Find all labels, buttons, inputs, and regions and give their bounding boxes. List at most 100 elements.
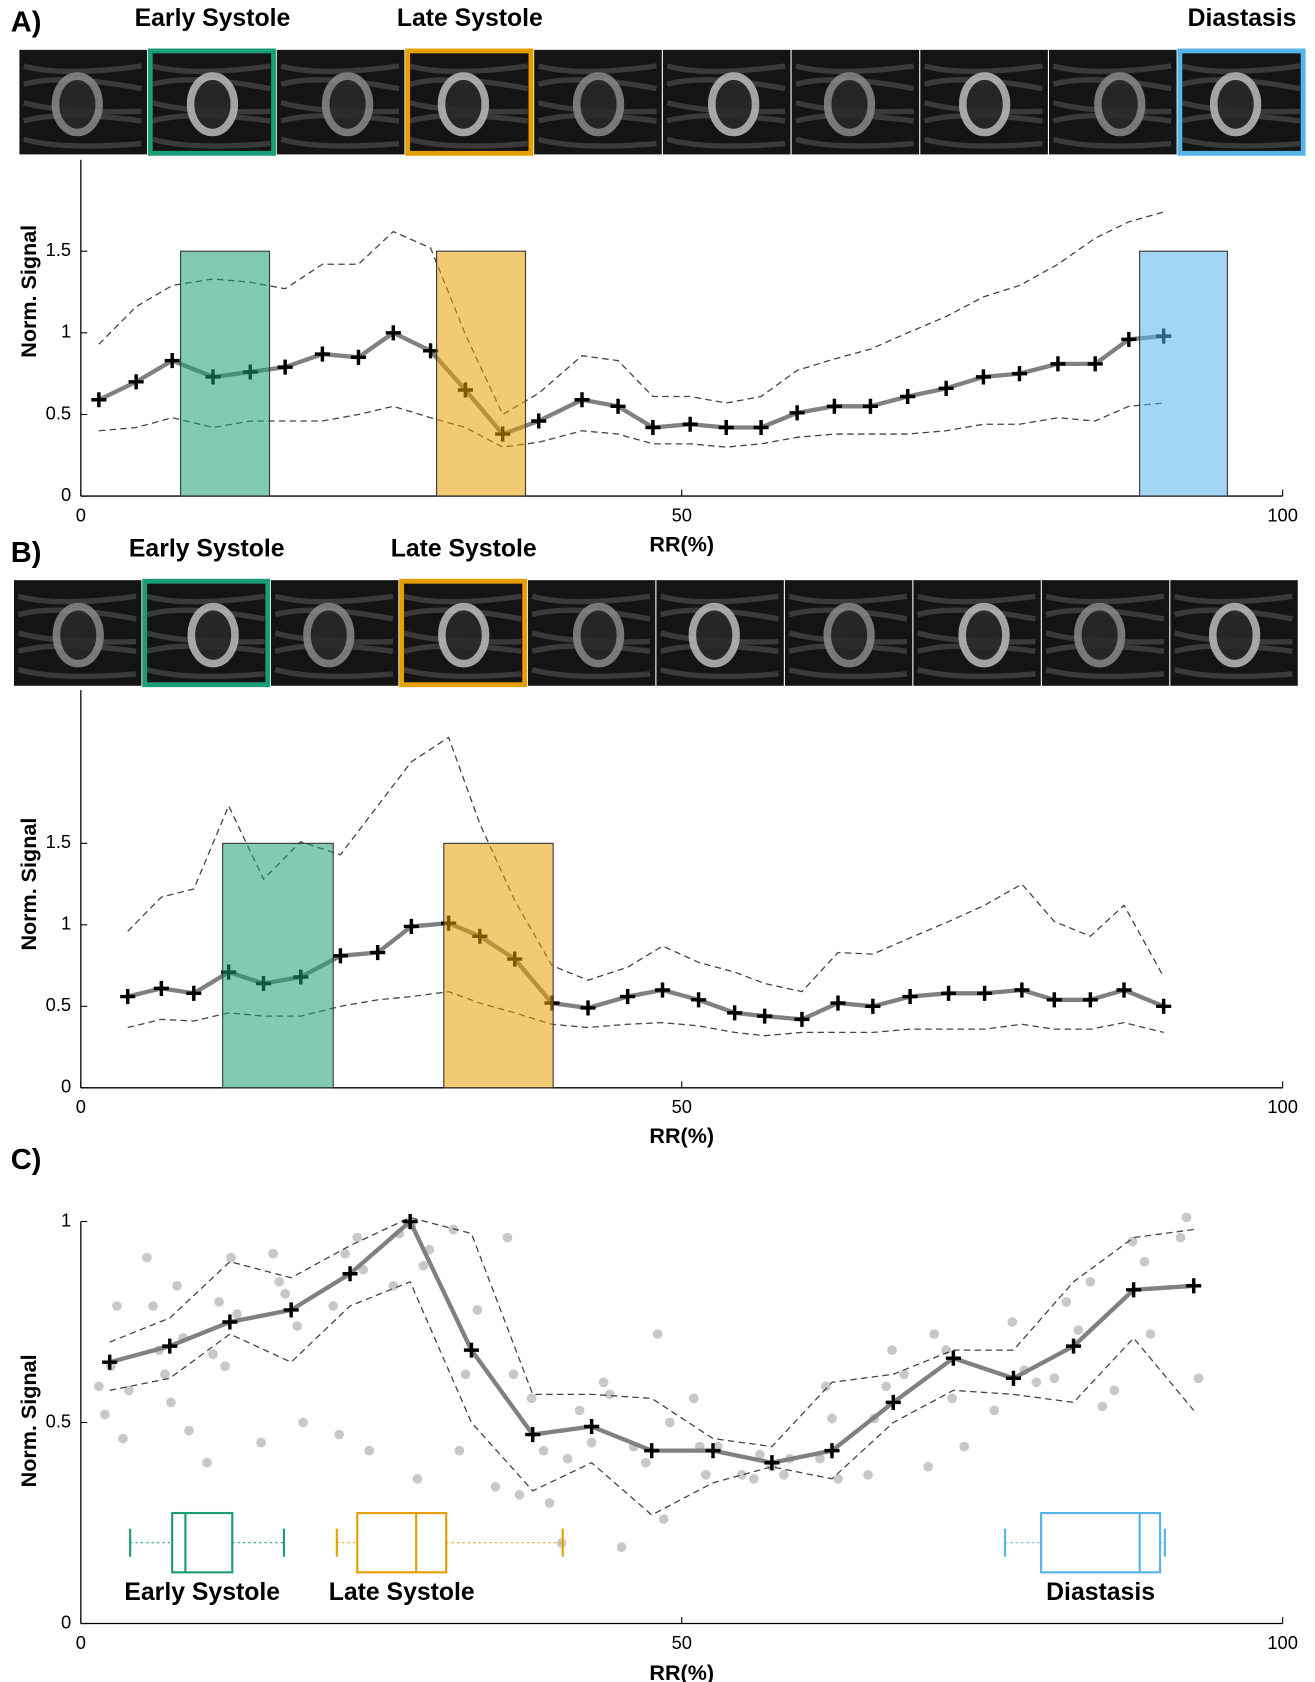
y-tick-label: 0 xyxy=(61,484,71,505)
tissue-texture xyxy=(916,607,1036,622)
x-tick-label: 100 xyxy=(1267,1632,1298,1653)
tissue-texture xyxy=(280,136,400,149)
sample-point xyxy=(448,1224,459,1235)
sample-point xyxy=(412,1473,423,1484)
mean-marker xyxy=(610,398,626,414)
mean-marker xyxy=(1046,992,1062,1008)
sample-point xyxy=(124,1385,134,1396)
mean-marker xyxy=(900,388,916,405)
mean-marker xyxy=(574,392,590,408)
heart-ring xyxy=(321,72,374,137)
sample-point xyxy=(142,1252,152,1263)
confidence-bound-line xyxy=(98,402,1164,448)
sample-point xyxy=(821,1381,831,1392)
y-tick-label: 1.5 xyxy=(46,239,71,260)
sample-point xyxy=(815,1453,825,1464)
sample-point xyxy=(1175,1232,1186,1243)
tissue-texture xyxy=(22,136,142,149)
sample-point xyxy=(556,1538,567,1548)
tissue-texture xyxy=(660,667,779,680)
sample-point xyxy=(736,1469,747,1480)
heart-ring xyxy=(438,602,490,668)
sample-point xyxy=(1031,1377,1042,1388)
mean-marker xyxy=(370,944,386,961)
image-frame xyxy=(399,580,527,686)
y-axis-label: Norm. Signal xyxy=(16,225,41,358)
tissue-texture xyxy=(409,63,529,75)
tissue-texture xyxy=(22,63,142,75)
sample-point xyxy=(340,1248,351,1259)
heart-ring xyxy=(186,72,239,137)
image-frame xyxy=(534,49,662,155)
sample-point xyxy=(1007,1317,1018,1327)
tissue-texture xyxy=(1181,63,1301,75)
sample-point xyxy=(1073,1325,1084,1335)
mean-marker xyxy=(824,1443,840,1459)
y-axis-label: Norm. Signal xyxy=(16,1354,41,1487)
phase-frame-highlight xyxy=(1177,48,1306,156)
sample-point xyxy=(208,1349,218,1360)
sample-point xyxy=(652,1329,663,1339)
tissue-texture xyxy=(916,667,1036,680)
mean-marker xyxy=(941,985,957,1001)
tissue-texture xyxy=(146,607,266,622)
mean-marker xyxy=(423,343,439,359)
sample-point xyxy=(562,1453,573,1464)
y-tick-label: 0 xyxy=(61,1076,71,1097)
mean-marker xyxy=(1005,1370,1022,1386)
sample-point xyxy=(364,1445,375,1456)
sample-point xyxy=(226,1252,236,1263)
x-tick-label: 50 xyxy=(672,504,692,525)
mean-marker xyxy=(727,1005,743,1021)
x-axis-label: RR(%) xyxy=(649,1123,714,1148)
tissue-texture xyxy=(280,77,400,92)
heart-ring xyxy=(823,72,876,137)
sample-point xyxy=(658,1514,669,1524)
mean-marker xyxy=(938,380,954,396)
tissue-texture xyxy=(146,593,265,605)
sample-point xyxy=(514,1490,525,1500)
x-tick-label: 100 xyxy=(1267,504,1298,525)
image-frame xyxy=(920,49,1048,155)
sample-point xyxy=(268,1248,278,1259)
heart-ring xyxy=(958,602,1010,668)
panel-label: B) xyxy=(11,537,42,569)
sample-point xyxy=(280,1289,291,1299)
sample-point xyxy=(100,1409,110,1420)
mean-marker xyxy=(580,1000,596,1016)
mean-marker xyxy=(120,989,136,1005)
tissue-texture xyxy=(274,667,394,680)
tissue-texture xyxy=(795,136,915,149)
heart-ring xyxy=(1074,602,1126,668)
sample-point xyxy=(616,1542,627,1552)
sample-point xyxy=(688,1393,699,1404)
tissue-texture xyxy=(274,593,394,605)
boxplot: Diastasis xyxy=(1003,1511,1166,1606)
heart-ring xyxy=(437,72,490,137)
image-frame xyxy=(405,49,534,155)
mean-marker xyxy=(902,989,918,1005)
heart-ring xyxy=(688,602,740,668)
heart-ring xyxy=(1209,72,1262,137)
mean-marker xyxy=(277,359,293,375)
confidence-bound-line xyxy=(127,991,1164,1037)
sample-point xyxy=(827,1413,837,1424)
phase-label: Late Systole xyxy=(391,536,537,563)
sample-point xyxy=(166,1397,176,1408)
mean-marker xyxy=(620,989,636,1005)
sample-point xyxy=(472,1305,483,1315)
sample-point xyxy=(863,1469,873,1480)
sample-point xyxy=(220,1361,230,1372)
heart-ring xyxy=(708,72,760,137)
mean-marker xyxy=(975,369,991,385)
mean-marker xyxy=(1082,992,1098,1008)
confidence-bound-line xyxy=(109,1216,1194,1448)
phase-frame-highlight xyxy=(142,578,271,688)
mean-marker xyxy=(794,1011,810,1027)
tissue-texture xyxy=(146,667,265,680)
panel-label: A) xyxy=(11,7,42,39)
mean-marker xyxy=(385,325,401,341)
sample-point xyxy=(352,1232,363,1243)
mean-marker xyxy=(705,1443,721,1459)
